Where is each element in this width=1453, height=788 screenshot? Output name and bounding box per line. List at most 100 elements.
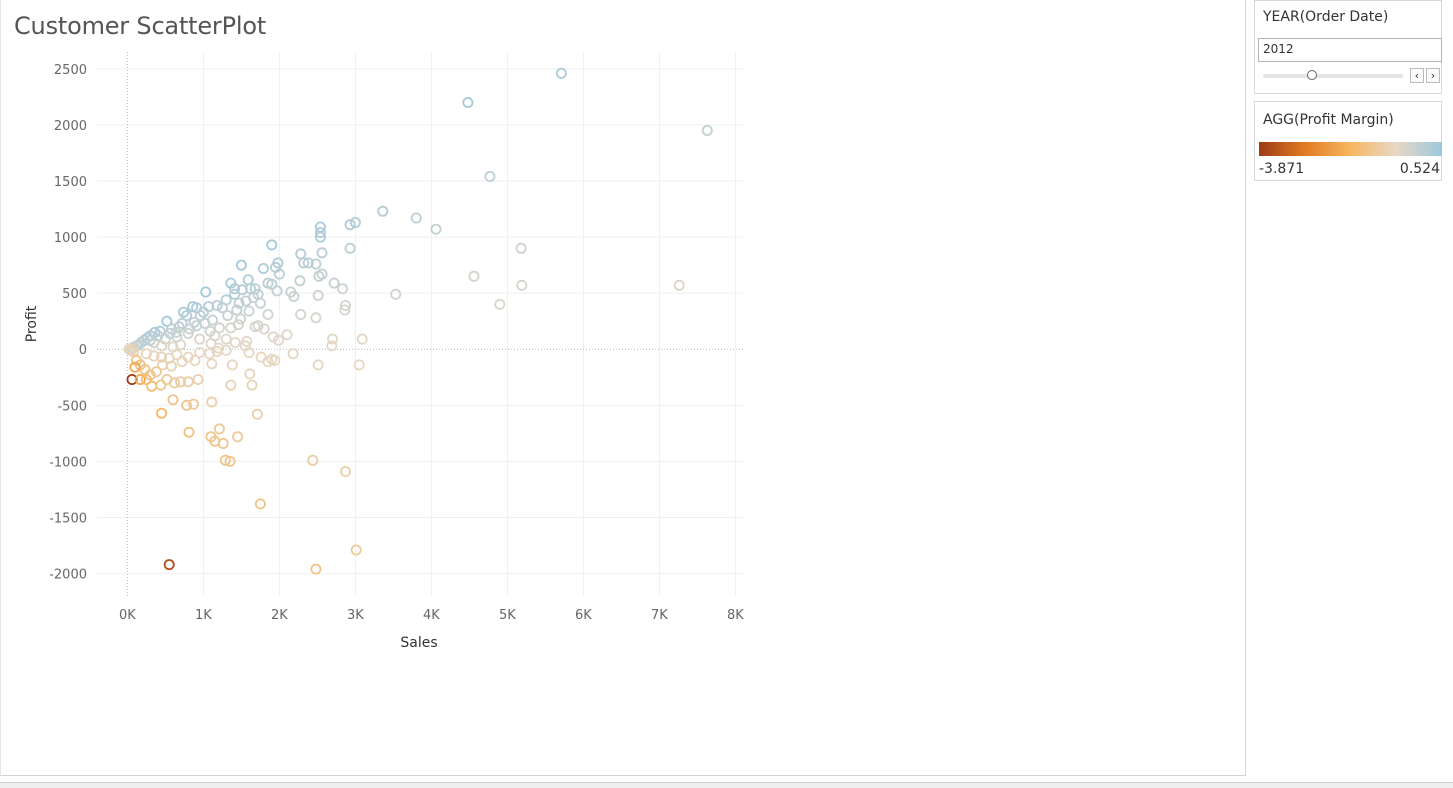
scatter-point[interactable] xyxy=(328,277,340,289)
scatter-point[interactable] xyxy=(701,125,713,137)
scatter-point[interactable] xyxy=(295,308,307,320)
scatter-point[interactable] xyxy=(262,356,274,368)
scatter-point[interactable] xyxy=(673,279,685,291)
scatter-point[interactable] xyxy=(242,274,254,286)
scatter-point[interactable] xyxy=(310,312,322,324)
scatter-point[interactable] xyxy=(229,336,241,348)
scatter-point[interactable] xyxy=(155,379,167,391)
scatter-point[interactable] xyxy=(129,361,141,373)
scatter-point[interactable] xyxy=(287,348,299,360)
scatter-point[interactable] xyxy=(356,333,368,345)
scatter-point[interactable] xyxy=(206,358,218,370)
scatter-point[interactable] xyxy=(235,259,247,271)
scatter-point[interactable] xyxy=(314,221,326,233)
scatter-point[interactable] xyxy=(229,288,241,300)
scatter-point[interactable] xyxy=(257,262,269,274)
scatter-point[interactable] xyxy=(302,257,314,269)
scatter-point[interactable] xyxy=(468,270,480,282)
scatter-point[interactable] xyxy=(200,286,212,298)
scatter-point[interactable] xyxy=(226,359,238,371)
scatter-point[interactable] xyxy=(222,310,234,322)
scatter-point[interactable] xyxy=(262,308,274,320)
scatter-point[interactable] xyxy=(225,322,237,334)
scatter-point[interactable] xyxy=(175,339,187,351)
scatter-point[interactable] xyxy=(235,313,247,325)
scatter-point[interactable] xyxy=(183,426,195,438)
scatter-point[interactable] xyxy=(244,368,256,380)
year-input[interactable]: 2012 xyxy=(1258,38,1442,62)
scatter-point[interactable] xyxy=(281,329,293,341)
scatter-point[interactable] xyxy=(134,373,146,385)
scatter-point[interactable] xyxy=(203,348,215,360)
scatter-point[interactable] xyxy=(339,465,351,477)
scatter-point[interactable] xyxy=(271,285,283,297)
scatter-point[interactable] xyxy=(206,314,218,326)
scatter-point[interactable] xyxy=(273,334,285,346)
scatter-point[interactable] xyxy=(231,304,243,316)
scatter-point[interactable] xyxy=(206,396,218,408)
scatter-point[interactable] xyxy=(243,347,255,359)
scatter-point[interactable] xyxy=(312,289,324,301)
scatter-point[interactable] xyxy=(273,268,285,280)
scatter-point[interactable] xyxy=(161,315,173,327)
scatter-point[interactable] xyxy=(192,373,204,385)
scatter-point[interactable] xyxy=(229,283,241,295)
scatter-point[interactable] xyxy=(410,212,422,224)
scatter-point[interactable] xyxy=(233,297,245,309)
scatter-point[interactable] xyxy=(295,248,307,260)
scatter-point[interactable] xyxy=(377,205,389,217)
scatter-point[interactable] xyxy=(307,454,319,466)
previous-year-button[interactable]: ‹ xyxy=(1410,68,1424,83)
data-points[interactable] xyxy=(123,67,713,575)
scatter-point[interactable] xyxy=(156,340,168,352)
scatter-point[interactable] xyxy=(167,394,179,406)
scatter-point[interactable] xyxy=(189,354,201,366)
scatter-point[interactable] xyxy=(156,359,168,371)
scatter-point[interactable] xyxy=(258,323,270,335)
scatter-point[interactable] xyxy=(224,455,236,467)
scatter-point[interactable] xyxy=(312,359,324,371)
scatter-point[interactable] xyxy=(310,258,322,270)
scatter-point[interactable] xyxy=(175,376,187,388)
scatter-point[interactable] xyxy=(176,317,188,329)
scatter-point[interactable] xyxy=(182,376,194,388)
scatter-point[interactable] xyxy=(326,340,338,352)
scatter-point[interactable] xyxy=(178,306,190,318)
scatter-point[interactable] xyxy=(197,306,209,318)
scatter-point[interactable] xyxy=(184,323,196,335)
scatter-point[interactable] xyxy=(194,310,206,322)
scatter-point[interactable] xyxy=(144,334,156,346)
scatter-point[interactable] xyxy=(254,498,266,510)
scatter-point[interactable] xyxy=(209,330,221,342)
scatter-point[interactable] xyxy=(288,290,300,302)
scatter-point[interactable] xyxy=(336,283,348,295)
scatter-point[interactable] xyxy=(187,301,199,313)
scatter-point[interactable] xyxy=(294,275,306,287)
scatter-point[interactable] xyxy=(170,326,182,338)
scatter-point[interactable] xyxy=(313,270,325,282)
scatter-point[interactable] xyxy=(232,431,244,443)
scatter-point[interactable] xyxy=(164,327,176,339)
scatter-point[interactable] xyxy=(349,216,361,228)
next-year-button[interactable]: › xyxy=(1426,68,1440,83)
scatter-plot[interactable]: 25002000150010005000-500-1000-1500-2000 … xyxy=(1,0,1247,776)
scatter-point[interactable] xyxy=(187,398,199,410)
scatter-point[interactable] xyxy=(176,356,188,368)
scatter-point[interactable] xyxy=(251,408,263,420)
scatter-point[interactable] xyxy=(240,295,252,307)
scatter-point[interactable] xyxy=(516,279,528,291)
scatter-point[interactable] xyxy=(130,354,142,366)
scatter-point[interactable] xyxy=(213,423,225,435)
scatter-point[interactable] xyxy=(217,437,229,449)
scatter-point[interactable] xyxy=(298,257,310,269)
scatter-point[interactable] xyxy=(430,223,442,235)
scatter-point[interactable] xyxy=(156,407,168,419)
scatter-point[interactable] xyxy=(150,366,162,378)
scatter-point[interactable] xyxy=(194,333,206,345)
scatter-point[interactable] xyxy=(515,242,527,254)
scatter-point[interactable] xyxy=(156,351,168,363)
scatter-point[interactable] xyxy=(344,219,356,231)
scatter-point[interactable] xyxy=(171,349,183,361)
scatter-point[interactable] xyxy=(168,377,180,389)
scatter-point[interactable] xyxy=(181,399,193,411)
